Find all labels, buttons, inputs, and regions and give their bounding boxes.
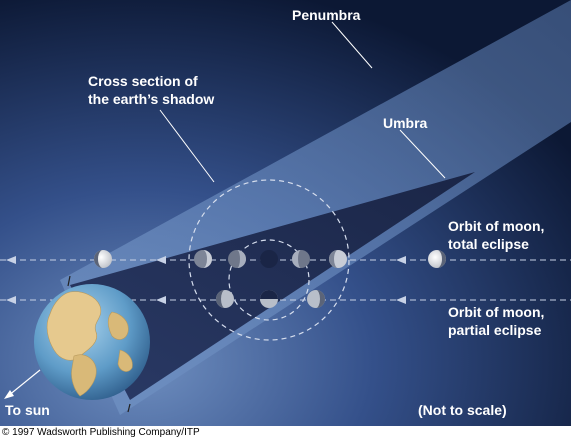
moon-partial-3 xyxy=(307,290,325,308)
penumbra-leader xyxy=(331,21,373,69)
cross-section-label-line1: Cross section of xyxy=(88,73,198,89)
penumbra-label: Penumbra xyxy=(292,7,361,23)
copyright-credit: © 1997 Wadsworth Publishing Company/ITP xyxy=(0,426,571,440)
moon-partial-2 xyxy=(260,290,278,308)
orbit-total-label-line1: Orbit of moon, xyxy=(448,218,545,234)
umbra-cross-section xyxy=(228,239,310,321)
moon-total-1 xyxy=(94,250,112,268)
moon-partial-1 xyxy=(216,290,234,308)
not-to-scale-label: (Not to scale) xyxy=(418,402,507,418)
moon-total-2 xyxy=(194,250,212,268)
penumbra-cross-section xyxy=(188,179,350,341)
earth xyxy=(34,275,150,413)
moon-total-6 xyxy=(329,250,347,268)
moon-total-7 xyxy=(428,250,446,268)
cross-section-label-line2: the earth’s shadow xyxy=(88,91,215,107)
orbit-partial-label-line1: Orbit of moon, xyxy=(448,304,545,320)
moon-total-5 xyxy=(292,250,310,268)
cross-section-leader xyxy=(159,109,215,183)
moon-total-4 xyxy=(260,250,278,268)
umbra-leader xyxy=(399,129,446,179)
umbra-region xyxy=(70,172,475,400)
diagram-canvas xyxy=(0,0,571,426)
moon-total-3 xyxy=(228,250,246,268)
orbit-partial-label-line2: partial eclipse xyxy=(448,322,542,338)
orbit-total-label-line2: total eclipse xyxy=(448,236,529,252)
to-sun-arrow xyxy=(4,369,41,399)
to-sun-label: To sun xyxy=(5,402,50,418)
umbra-label: Umbra xyxy=(383,115,428,131)
